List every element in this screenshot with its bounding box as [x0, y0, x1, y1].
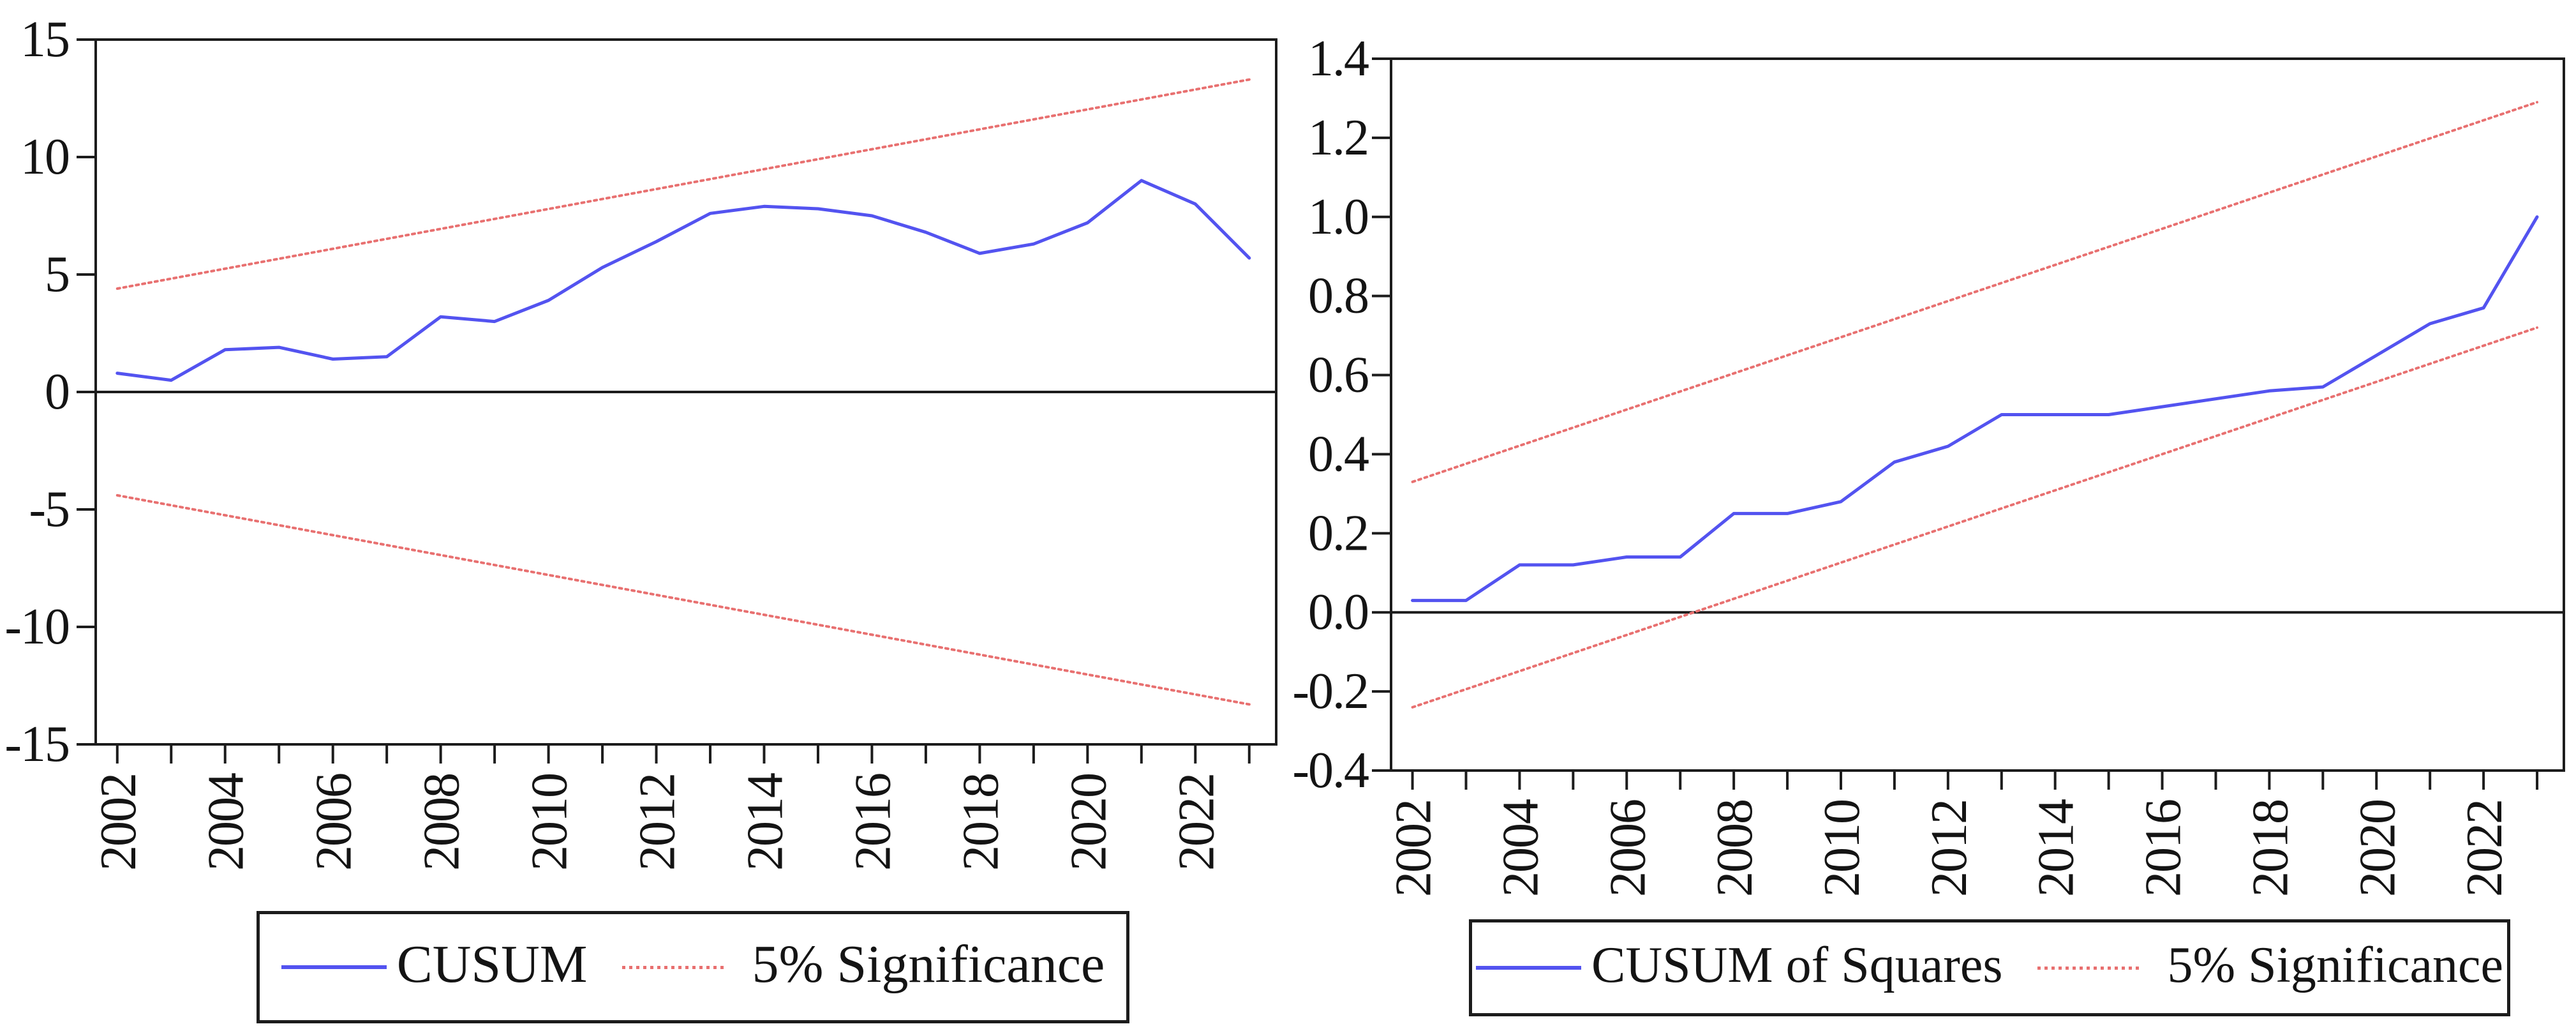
- significance-legend-label: 5% Significance: [2167, 937, 2503, 993]
- x-axis-label: 2008: [414, 774, 470, 871]
- x-axis-label: 2014: [2029, 799, 2085, 897]
- cusum-of-squares-chart: -0.4 -0.2 0.0 0.2 0.4 0.6 0.8 1.0 1.2 1.4 2002 2004…: [1292, 31, 2565, 897]
- 5-significance-lower-bound-line: [115, 493, 1251, 706]
- y-axis-label: 15: [20, 11, 69, 68]
- cusum-line-swatch: [281, 965, 387, 969]
- cusum-chart-panel: -15 -10 -5 0 5 10 15 2002 2004 2006 2008 2010 2012 20…: [4, 11, 1277, 1023]
- x-axis-label: 2010: [522, 774, 578, 871]
- y-axis-label: 5: [45, 246, 69, 303]
- x-axis-label: 2012: [1921, 800, 1977, 897]
- x-axis-label: 2014: [737, 773, 793, 871]
- significance-legend-label: 5% Significance: [752, 935, 1105, 994]
- x-axis-label: 2002: [1386, 800, 1442, 897]
- y-axis-label: -5: [29, 481, 69, 538]
- y-axis-label: 0.6: [1308, 347, 1368, 403]
- cusum-of-squares-chart-panel: -0.4 -0.2 0.0 0.2 0.4 0.6 0.8 1.0 1.2 1.4 2002 2004…: [1288, 0, 2576, 1031]
- x-axis-label: 2010: [1814, 800, 1870, 897]
- y-axis-label: 0.8: [1308, 268, 1368, 324]
- x-axis-label: 2002: [91, 774, 147, 871]
- x-axis-label: 2018: [953, 774, 1009, 871]
- y-axis-label: 10: [20, 129, 69, 185]
- significance-line-swatch: [622, 965, 728, 969]
- x-axis-label: 2020: [1061, 774, 1117, 871]
- x-axis-label: 2016: [845, 774, 901, 871]
- cusum-of-squares-line-swatch: [1476, 966, 1582, 970]
- y-axis-label: 1.2: [1308, 110, 1368, 166]
- x-axis-label: 2006: [1600, 800, 1656, 897]
- y-axis-label: -0.4: [1292, 742, 1369, 799]
- cusum-of-squares-line: [1411, 215, 2539, 603]
- x-axis-label: 2004: [198, 773, 255, 871]
- x-axis-label: 2022: [2457, 800, 2513, 897]
- x-axis-label: 2022: [1168, 774, 1225, 871]
- cusum-chart: -15 -10 -5 0 5 10 15 2002 2004 2006 2008 2010 2012 20…: [4, 11, 1277, 871]
- cusum-line: [115, 179, 1251, 382]
- y-axis-label: -10: [4, 599, 69, 655]
- x-axis-label: 2016: [2136, 800, 2192, 897]
- cusum-of-squares-legend-label: CUSUM of Squares: [1591, 937, 2003, 993]
- y-axis-label: 1.0: [1308, 189, 1368, 245]
- x-axis-label: 2008: [1707, 800, 1763, 897]
- y-axis-label: 0.0: [1308, 584, 1368, 640]
- cusum-legend-label: CUSUM: [396, 935, 588, 994]
- y-axis-label: 0.2: [1308, 505, 1368, 561]
- 5-significance-upper-bound-line: [1411, 101, 2538, 483]
- x-axis-label: 2012: [630, 774, 686, 871]
- x-axis-label: 2006: [306, 774, 362, 871]
- y-axis-label: 0: [45, 364, 69, 420]
- x-axis-label: 2004: [1493, 799, 1549, 897]
- plot-border: [1390, 57, 2565, 772]
- 5-significance-upper-bound-line: [115, 78, 1251, 290]
- x-axis-label: 2018: [2242, 800, 2298, 897]
- cusum-legend: CUSUM 5% Significance: [257, 911, 1129, 1023]
- y-axis-label: -0.2: [1292, 663, 1368, 719]
- y-axis-label: 1.4: [1308, 31, 1369, 87]
- y-axis-label: 0.4: [1308, 426, 1369, 482]
- y-axis-label: -15: [4, 716, 69, 772]
- 5-significance-lower-bound-line: [1411, 326, 2538, 709]
- significance-line-swatch: [2037, 966, 2143, 970]
- cusum-of-squares-legend: CUSUM of Squares 5% Significance: [1469, 919, 2510, 1016]
- x-axis-label: 2020: [2349, 800, 2406, 897]
